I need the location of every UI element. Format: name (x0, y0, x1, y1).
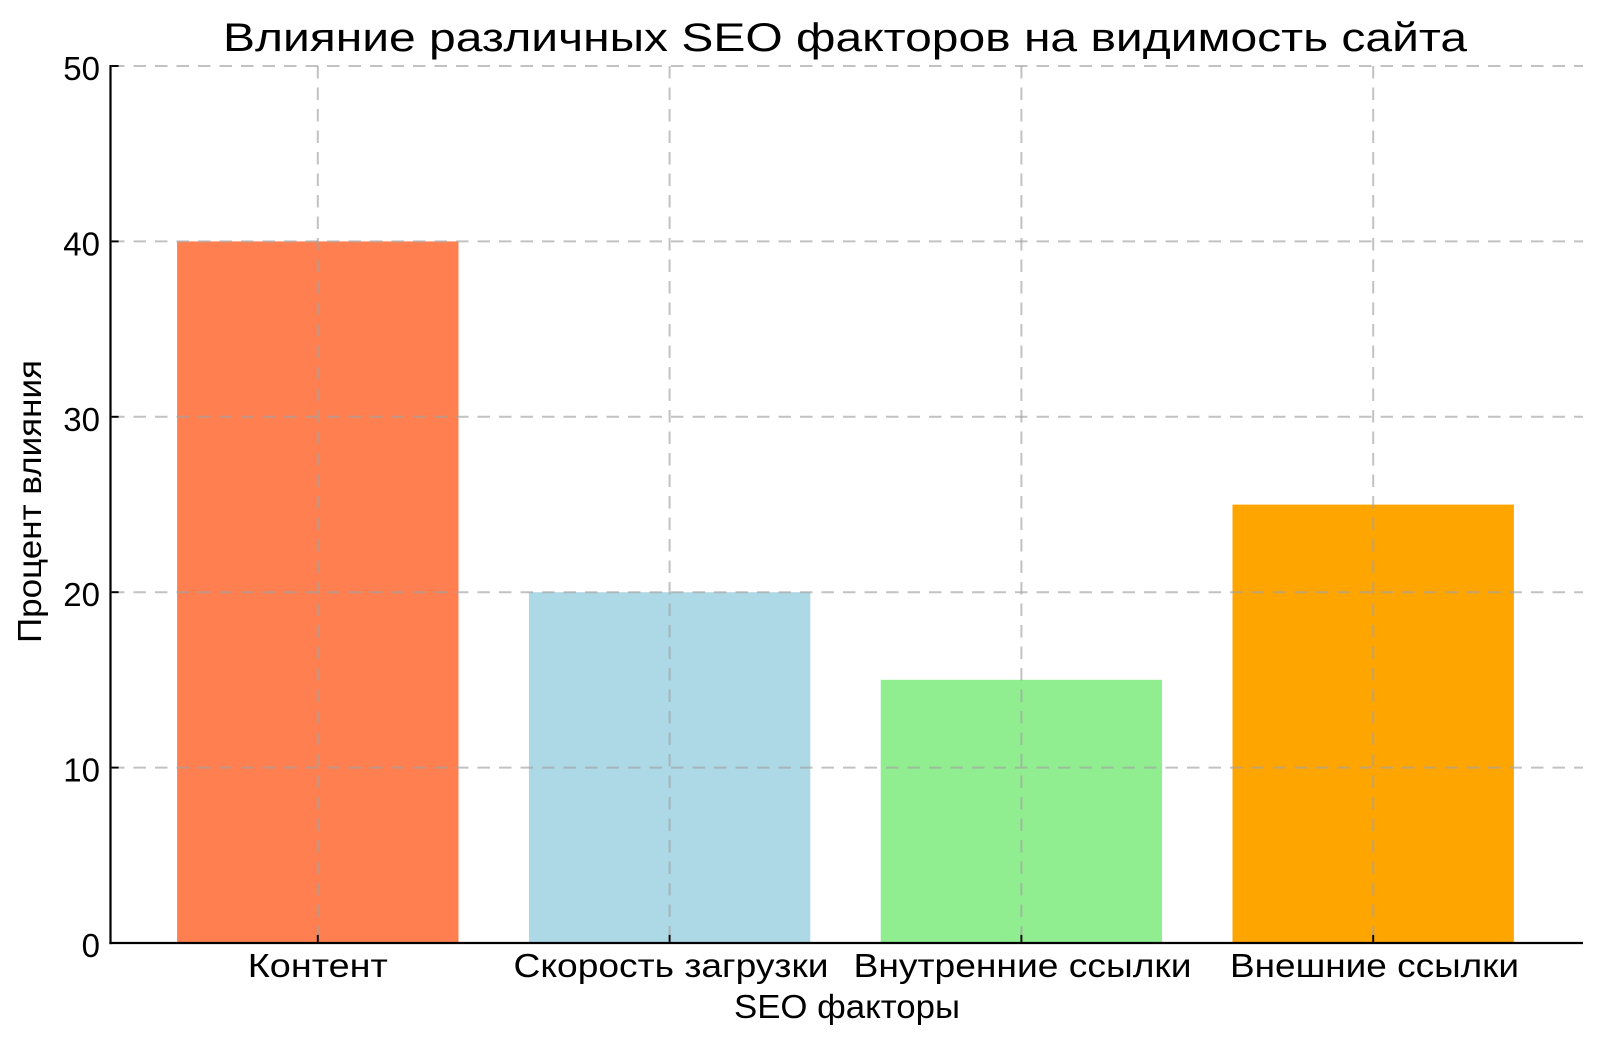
svg-text:30: 30 (63, 401, 100, 438)
svg-text:10: 10 (63, 752, 100, 789)
svg-text:Скорость загрузки: Скорость загрузки (514, 947, 829, 984)
svg-text:50: 50 (63, 50, 100, 87)
svg-text:40: 40 (63, 225, 100, 262)
svg-text:SEO факторы: SEO факторы (734, 988, 960, 1025)
svg-text:20: 20 (63, 576, 100, 613)
svg-text:Влияние различных SEO факторов: Влияние различных SEO факторов на видимо… (223, 16, 1468, 60)
svg-text:Внешние ссылки: Внешние ссылки (1230, 947, 1519, 984)
svg-text:Процент влияния: Процент влияния (11, 360, 48, 643)
svg-text:Контент: Контент (248, 947, 388, 984)
svg-text:0: 0 (82, 927, 100, 964)
svg-text:Внутренние ссылки: Внутренние ссылки (854, 947, 1192, 984)
